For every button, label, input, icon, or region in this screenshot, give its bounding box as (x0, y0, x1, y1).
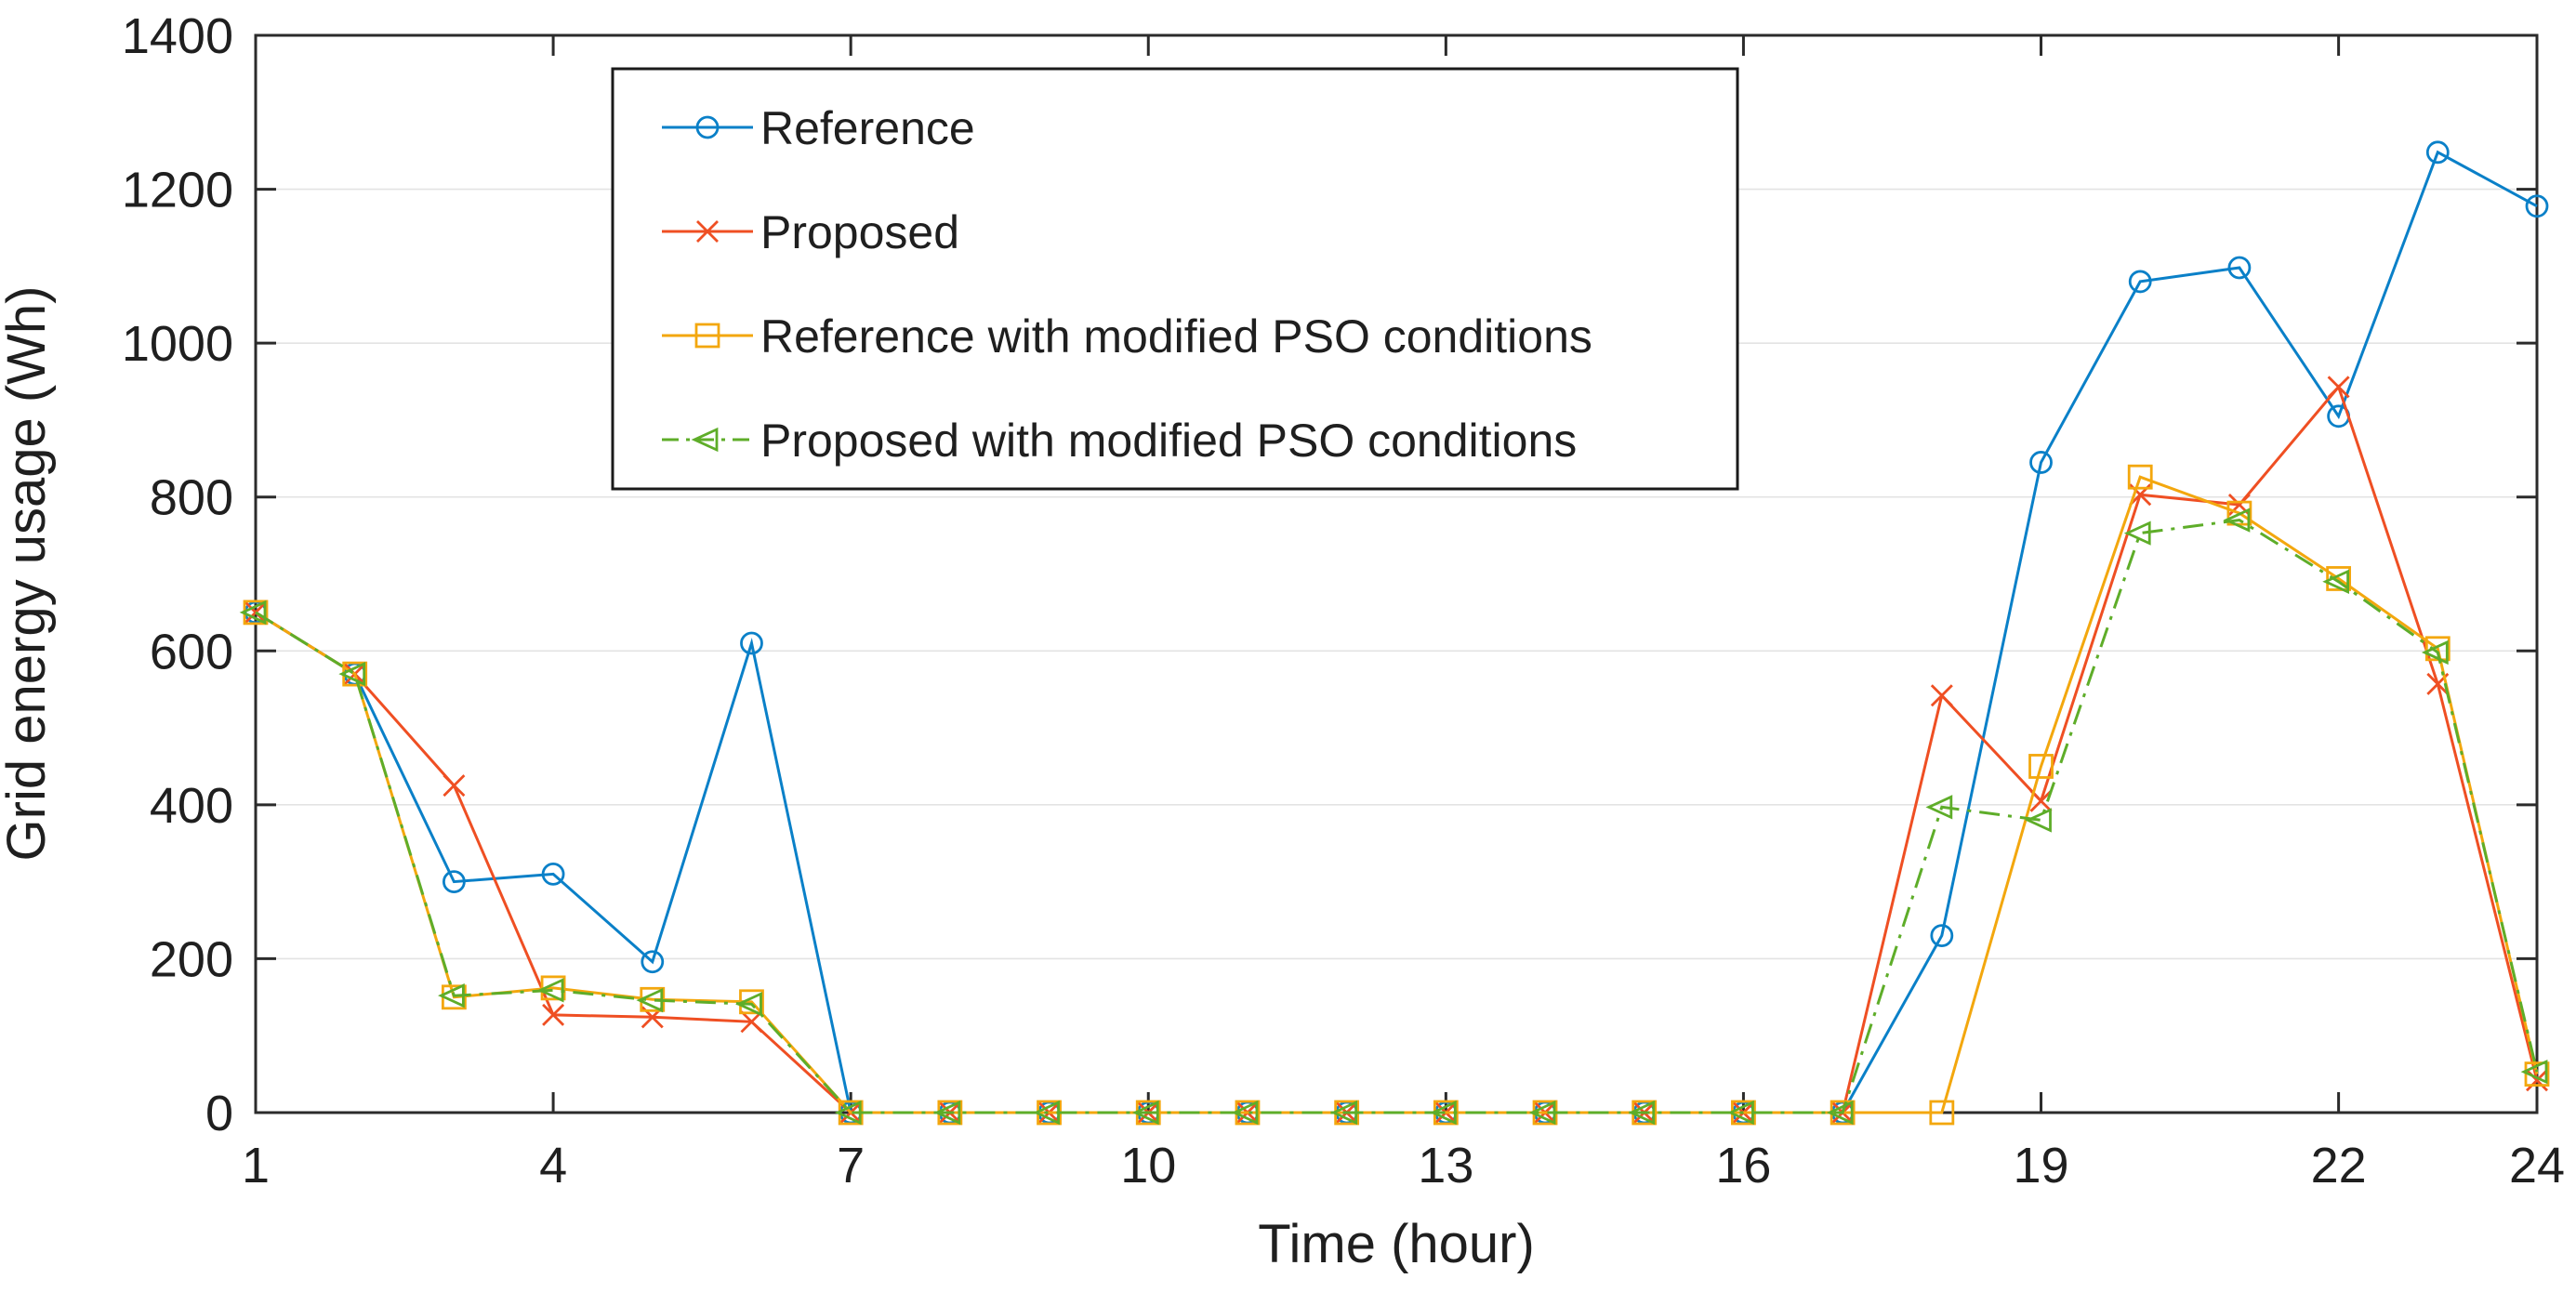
x-tick-label: 13 (1418, 1138, 1473, 1193)
y-tick-label: 1000 (122, 316, 233, 372)
data-point-marker (735, 992, 762, 1017)
legend-sample-marker (696, 220, 719, 243)
x-tick-label: 22 (2311, 1138, 2367, 1193)
data-point-marker (740, 1010, 763, 1034)
data-point-marker (2421, 639, 2449, 666)
legend-sample (662, 427, 753, 453)
y-tick-label: 400 (150, 778, 233, 834)
data-point-marker (1925, 795, 1953, 820)
data-point-marker (740, 631, 763, 655)
data-point-marker (442, 870, 466, 894)
data-point-marker (1330, 1100, 1358, 1126)
y-tick-label: 1400 (122, 8, 233, 64)
y-tick-label: 200 (150, 931, 233, 987)
tick-labels-layer: 1 4 7 10 13 16 19 22 24 0 200 400 600 800 1000 1200 1400 (122, 8, 2565, 1193)
data-point-marker (2524, 1061, 2550, 1088)
x-tick-label: 19 (2013, 1138, 2068, 1193)
data-point-marker (2223, 508, 2251, 533)
data-point-marker (541, 862, 565, 886)
data-point-marker (1929, 1100, 1955, 1126)
y-tick-label: 0 (205, 1086, 233, 1141)
data-point-marker (739, 989, 764, 1015)
data-point-marker (1826, 1100, 1854, 1126)
data-point-marker (2127, 464, 2153, 490)
data-point-marker (1231, 1100, 1259, 1126)
y-tick-label: 1200 (122, 163, 233, 218)
data-point-marker (834, 1100, 862, 1126)
data-point-marker (1528, 1100, 1556, 1126)
data-point-marker (239, 600, 267, 626)
data-point-marker (1628, 1100, 1656, 1126)
data-point-marker (2326, 566, 2352, 591)
data-point-marker (2322, 569, 2350, 594)
data-point-marker (2226, 500, 2252, 526)
series-proposed-with-modified-pso-conditions (239, 508, 2548, 1126)
x-tick-label: 24 (2509, 1138, 2565, 1193)
x-tick-label: 16 (1715, 1138, 1771, 1193)
legend: Reference Proposed Reference with modifi… (611, 67, 1739, 491)
legend-label-reference-modified-pso: Reference with modified PSO conditions (760, 310, 1592, 362)
series-reference-with-modified-pso-conditions (243, 464, 2550, 1126)
y-tick-label: 600 (150, 624, 233, 679)
data-point-marker (1429, 1100, 1457, 1126)
x-tick-label: 1 (242, 1138, 270, 1193)
data-point-marker (641, 950, 665, 974)
legend-sample (662, 323, 753, 349)
legend-sample (662, 115, 753, 139)
legend-label-reference: Reference (760, 102, 975, 154)
data-point-marker (2520, 1059, 2548, 1085)
y-tick-label: 800 (150, 470, 233, 526)
data-point-marker (933, 1100, 961, 1126)
data-point-marker (1727, 1100, 1754, 1126)
data-point-marker (2525, 194, 2549, 218)
legend-sample-marker (694, 323, 720, 349)
data-point-marker (540, 975, 566, 1001)
series-line (255, 518, 2539, 1114)
legend-label-proposed-modified-pso: Proposed with modified PSO conditions (760, 415, 1577, 467)
data-point-marker (1930, 684, 1953, 707)
data-point-marker (2029, 451, 2053, 474)
data-point-marker (2128, 270, 2152, 294)
x-tick-label: 10 (1120, 1138, 1176, 1193)
legend-samples (662, 115, 753, 453)
data-point-marker (2025, 808, 2052, 833)
series-layer (239, 140, 2550, 1126)
data-point-marker (542, 1003, 565, 1026)
data-point-marker (338, 661, 366, 687)
legend-sample-marker (691, 427, 719, 453)
data-point-marker (1033, 1100, 1060, 1126)
legend-sample (662, 220, 753, 243)
data-point-marker (2123, 521, 2151, 546)
data-point-marker (1131, 1100, 1159, 1126)
legend-label-proposed: Proposed (760, 206, 959, 258)
data-point-marker (1930, 924, 1954, 947)
data-point-marker (2028, 754, 2054, 779)
x-tick-label: 4 (539, 1138, 567, 1193)
data-point-marker (438, 982, 465, 1008)
data-point-marker (2227, 256, 2252, 280)
legend-sample-marker (695, 115, 720, 139)
data-point-marker (244, 600, 267, 624)
data-point-marker (636, 987, 664, 1013)
data-point-marker (443, 774, 466, 798)
data-point-marker (536, 978, 564, 1003)
data-point-marker (2425, 140, 2450, 165)
x-axis-title: Time (hour) (1258, 1214, 1535, 1274)
y-axis-title: Grid energy usage (Wh) (0, 286, 57, 862)
x-tick-label: 7 (837, 1138, 865, 1193)
legend-box (611, 67, 1739, 491)
data-point-marker (2327, 376, 2350, 399)
